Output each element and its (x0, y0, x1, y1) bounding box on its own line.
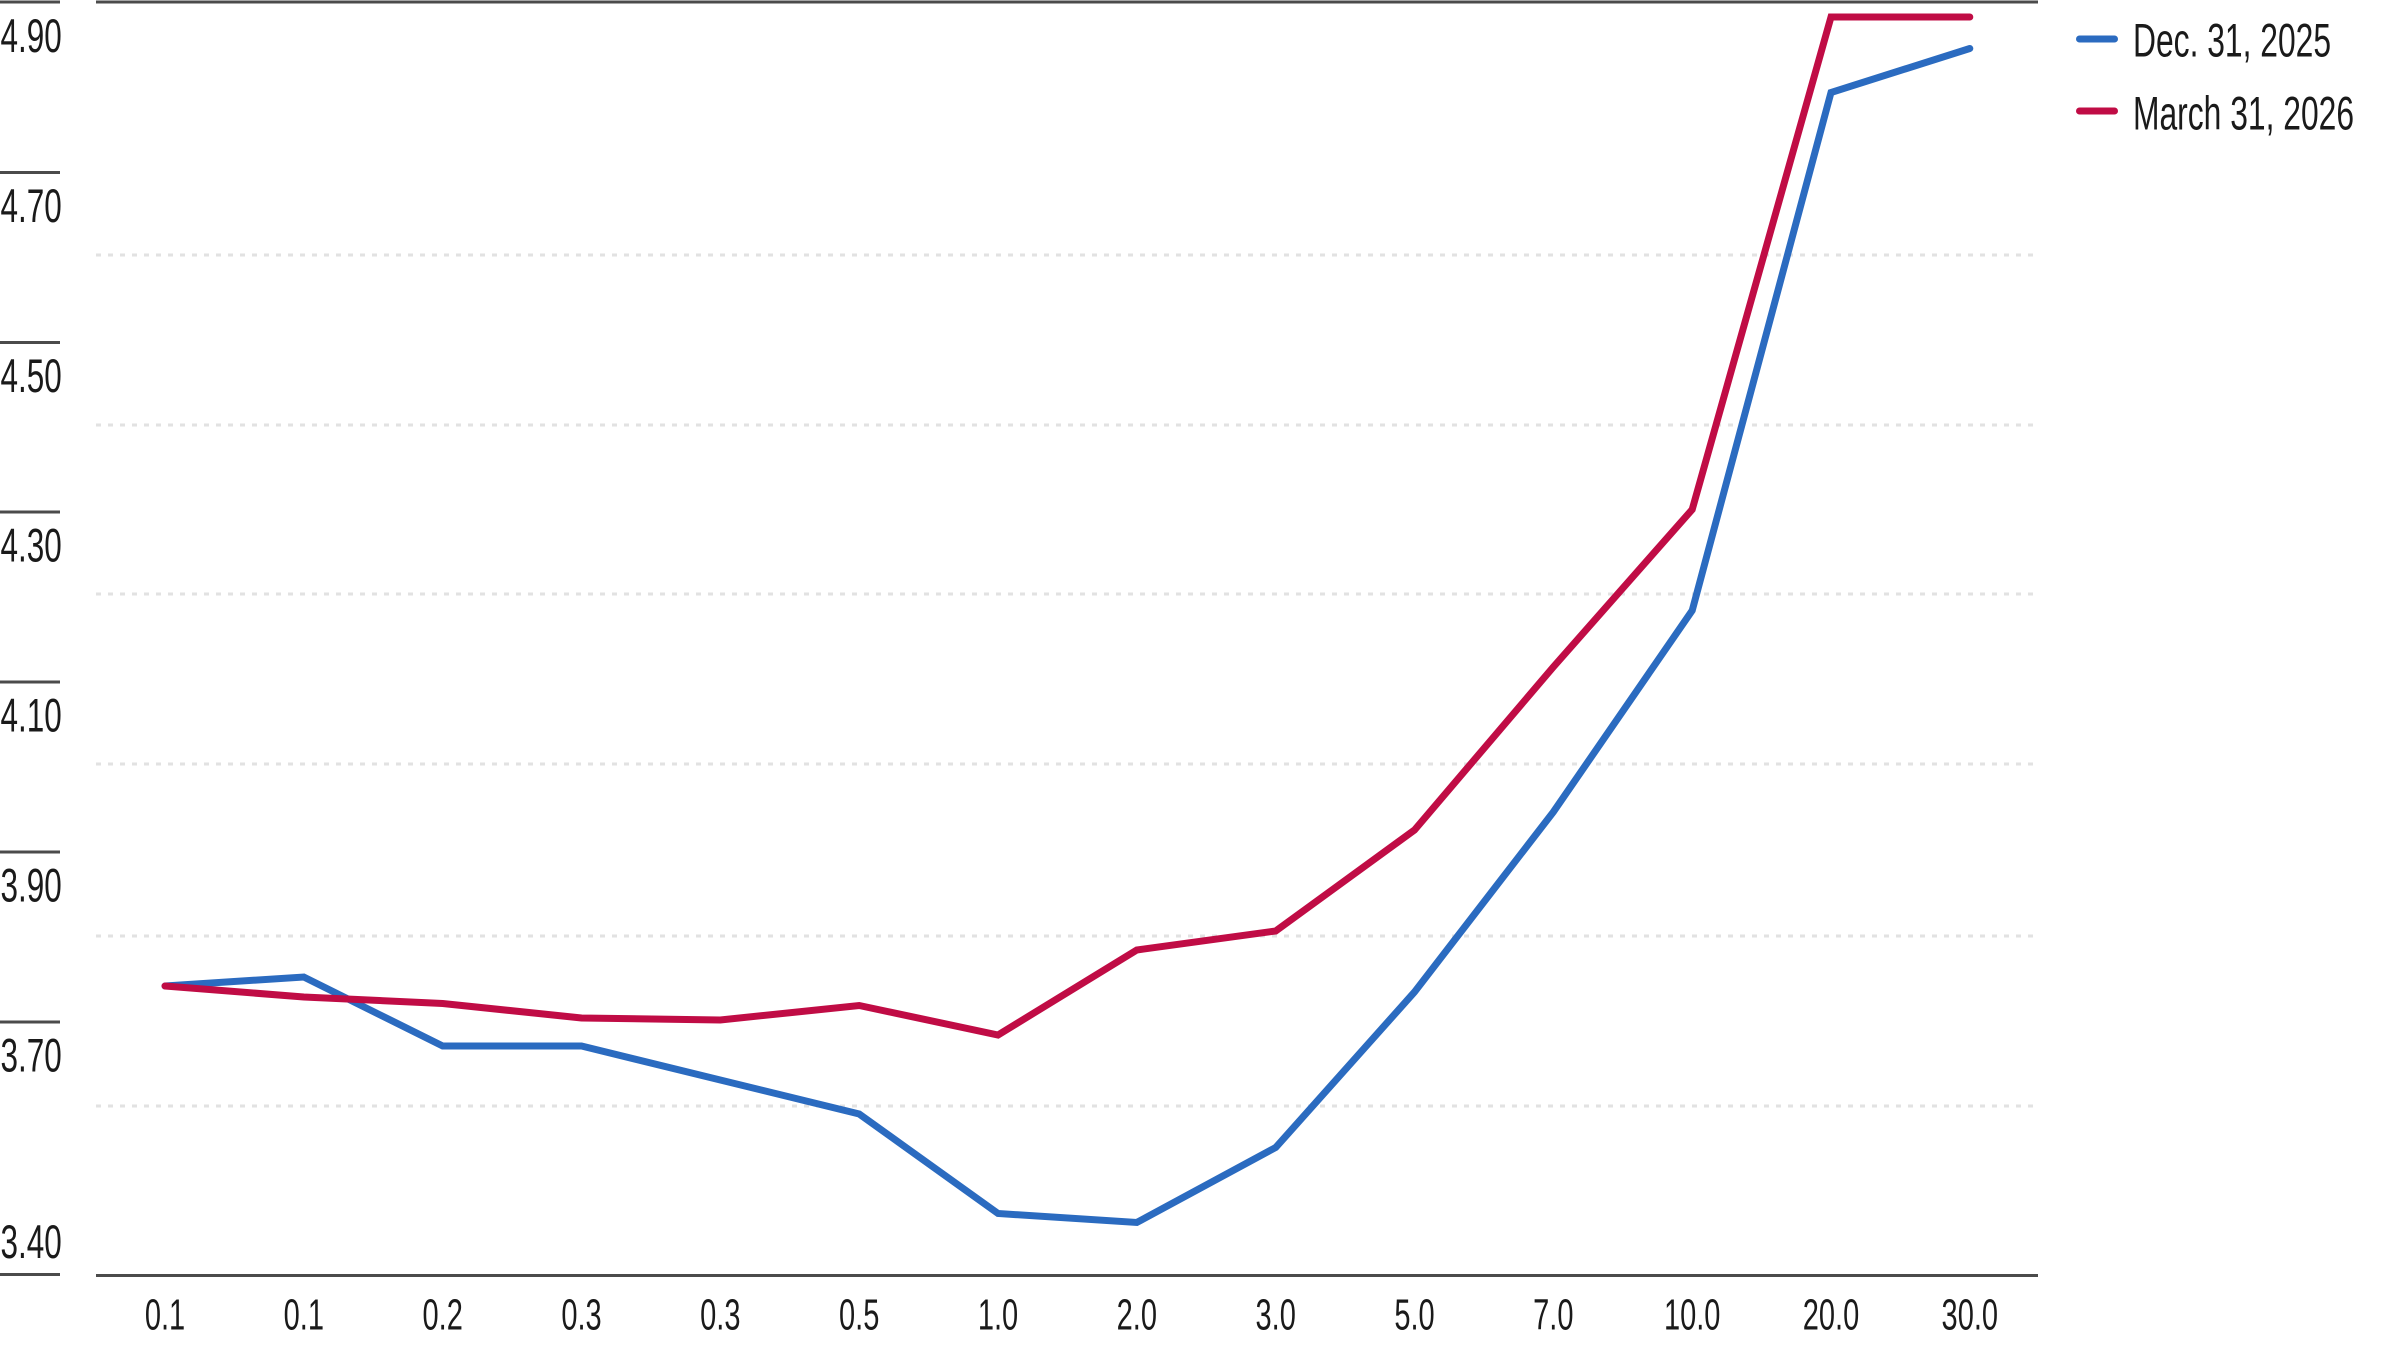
svg-text:0.1: 0.1 (284, 1289, 324, 1339)
svg-text:3.70: 3.70 (1, 1030, 62, 1082)
svg-text:0.3: 0.3 (700, 1289, 740, 1339)
svg-text:3.0: 3.0 (1256, 1289, 1296, 1339)
svg-text:1.0: 1.0 (978, 1289, 1018, 1339)
svg-text:7.0: 7.0 (1533, 1289, 1573, 1339)
svg-text:4.10: 4.10 (1, 690, 62, 742)
svg-text:4.70: 4.70 (1, 181, 62, 233)
svg-text:4.50: 4.50 (1, 351, 62, 403)
svg-text:0.1: 0.1 (145, 1289, 185, 1339)
svg-text:March 31, 2026: March 31, 2026 (2133, 86, 2354, 140)
svg-text:10.0: 10.0 (1664, 1289, 1721, 1339)
svg-text:0.2: 0.2 (423, 1289, 463, 1339)
svg-text:5.0: 5.0 (1394, 1289, 1434, 1339)
svg-text:20.0: 20.0 (1803, 1289, 1860, 1339)
svg-text:30.0: 30.0 (1942, 1289, 1999, 1339)
svg-text:0.3: 0.3 (561, 1289, 601, 1339)
svg-text:3.90: 3.90 (1, 860, 62, 912)
svg-text:4.30: 4.30 (1, 520, 62, 572)
svg-text:3.40: 3.40 (1, 1217, 62, 1269)
svg-text:0.5: 0.5 (839, 1289, 879, 1339)
svg-text:Dec. 31, 2025: Dec. 31, 2025 (2133, 13, 2331, 67)
svg-text:4.90: 4.90 (1, 11, 62, 63)
svg-text:2.0: 2.0 (1117, 1289, 1157, 1339)
